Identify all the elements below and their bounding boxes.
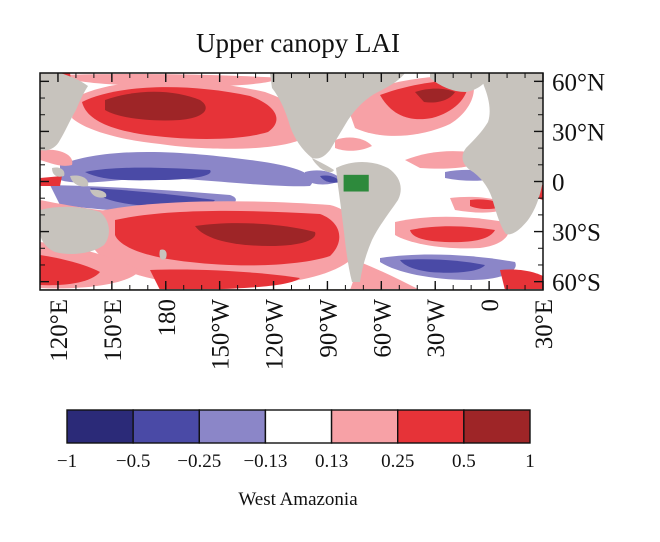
colorbar-tick-label: 0.25 bbox=[381, 451, 414, 472]
west-amazonia-region-box bbox=[343, 174, 369, 192]
lon-label: 120°W bbox=[262, 299, 289, 370]
colorbar-tick-label: −0.5 bbox=[116, 451, 150, 472]
lon-label: 120°E bbox=[46, 299, 73, 362]
colorbar-swatch bbox=[397, 409, 465, 444]
latitude-labels: 60°N 30°N 0 30°S 60°S bbox=[552, 69, 605, 296]
lat-label: 60°N bbox=[552, 69, 605, 96]
colorbar-tick-label: 1 bbox=[525, 451, 535, 472]
lon-label: 180 bbox=[154, 299, 181, 337]
colorbar-tick-label: −0.13 bbox=[243, 451, 287, 472]
lat-label: 60°S bbox=[552, 270, 601, 297]
lon-label: 0 bbox=[477, 299, 504, 312]
colorbar-swatch bbox=[463, 409, 531, 444]
colorbar-tick-label: −1 bbox=[57, 451, 77, 472]
colorbar-swatch bbox=[198, 409, 267, 444]
colorbar-swatch bbox=[330, 409, 399, 444]
lat-label: 30°S bbox=[552, 220, 601, 247]
map-ticks bbox=[39, 73, 544, 290]
lon-label: 150°W bbox=[208, 299, 235, 370]
colorbar-tick-label: 0.13 bbox=[315, 451, 348, 472]
colorbar-tick-label: 0.5 bbox=[452, 451, 476, 472]
lon-label: 60°W bbox=[369, 299, 396, 358]
colorbar-swatch bbox=[66, 409, 134, 444]
anomaly-field bbox=[40, 73, 543, 290]
colorbar-tick-label: −0.25 bbox=[177, 451, 221, 472]
lat-label: 0 bbox=[552, 170, 565, 197]
colorbar-caption: West Amazonia bbox=[238, 489, 358, 510]
map-title: Upper canopy LAI bbox=[196, 28, 400, 58]
lat-label: 30°N bbox=[552, 119, 605, 146]
lon-label: 150°E bbox=[100, 299, 127, 362]
colorbar: −1 −0.5 −0.25 −0.13 0.13 0.25 0.5 1 bbox=[57, 409, 535, 472]
lon-label: 30°E bbox=[531, 299, 558, 349]
longitude-labels: 120°E 150°E 180 150°W 120°W 90°W 60°W 30°W 0 30°E bbox=[46, 299, 558, 370]
lon-label: 30°W bbox=[423, 299, 450, 358]
colorbar-swatch bbox=[132, 409, 200, 444]
lon-label: 90°W bbox=[315, 299, 342, 358]
colorbar-swatch bbox=[264, 409, 333, 444]
